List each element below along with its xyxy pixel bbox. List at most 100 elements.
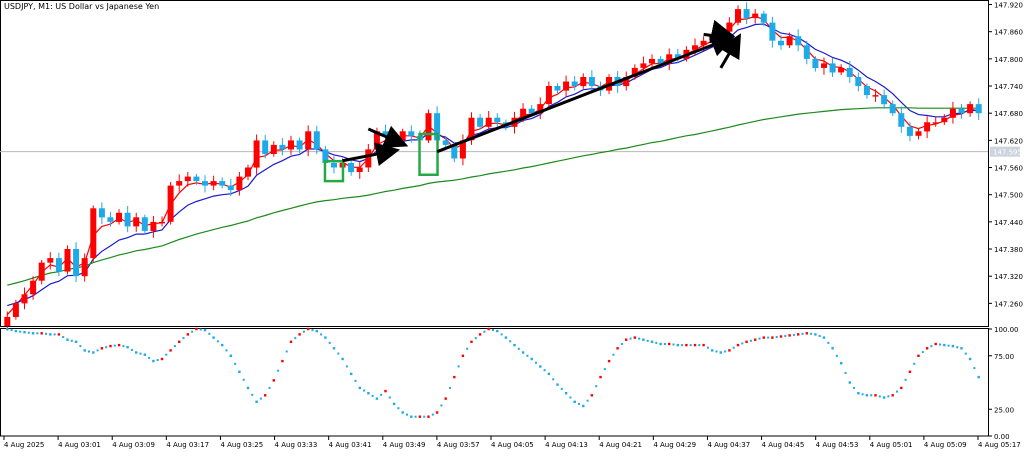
- oscillator-dot: [711, 349, 714, 352]
- candle: [425, 109, 432, 144]
- oscillator-dot: [535, 361, 537, 364]
- oscillator-dot: [92, 351, 95, 354]
- candle-body: [485, 117, 492, 127]
- candle-body: [649, 58, 655, 64]
- oscillator-dot: [736, 343, 740, 347]
- oscillator-dot: [934, 342, 937, 346]
- oscillator-dot: [139, 352, 142, 355]
- candle: [838, 64, 845, 76]
- oscillator-tick-label: 25.00: [994, 406, 1014, 414]
- time-tick-label: 4 Aug 05:17: [978, 441, 1021, 449]
- oscillator-dot: [113, 344, 116, 347]
- candle-body: [554, 86, 561, 91]
- candle: [288, 135, 294, 155]
- oscillator-tick-label: 75.00: [994, 353, 1014, 361]
- oscillator-dot: [685, 343, 688, 347]
- candle-body: [331, 163, 337, 168]
- candle: [313, 125, 320, 154]
- oscillator-dot: [590, 394, 594, 397]
- oscillator-dot: [285, 350, 288, 353]
- oscillator-dot: [749, 339, 752, 342]
- time-tick-label: 4 Aug 03:57: [437, 441, 480, 449]
- candle-body: [760, 13, 767, 23]
- highlight-box-1: [323, 159, 345, 183]
- candle-body: [803, 45, 810, 59]
- candle-body: [631, 67, 638, 77]
- oscillator-dot: [810, 332, 813, 335]
- oscillator-dot: [500, 333, 503, 336]
- candle: [537, 97, 544, 120]
- candle-body: [735, 9, 741, 23]
- candle-body: [4, 316, 11, 326]
- oscillator-dot: [792, 333, 795, 336]
- oscillator-dot: [173, 345, 176, 348]
- candle: [915, 128, 922, 140]
- oscillator-dot: [397, 407, 400, 410]
- oscillator-dot: [672, 343, 675, 346]
- time-axis: 4 Aug 2025 4 Aug 03:01 4 Aug 03:09 4 Aug 03…: [3, 436, 1021, 449]
- oscillator-dot: [169, 349, 172, 352]
- oscillator-dot: [521, 351, 525, 354]
- oscillator-dot: [453, 375, 456, 379]
- oscillator-dot: [186, 333, 189, 336]
- oscillator-dot: [234, 362, 237, 365]
- candle-body: [863, 86, 870, 96]
- oscillator-dot: [698, 344, 701, 347]
- candle: [4, 311, 11, 331]
- candle-body: [107, 217, 114, 222]
- oscillator-dot: [917, 354, 920, 357]
- candle-body: [322, 149, 329, 163]
- price-axis: 147.920 147.860 147.800 147.740 147.680 147.6…: [988, 2, 1023, 308]
- price-tick-label: 147.680: [994, 110, 1023, 118]
- oscillator-dot: [315, 329, 318, 333]
- candle-body: [726, 22, 733, 32]
- candle: [348, 160, 355, 176]
- candle: [38, 259, 45, 285]
- oscillator-dot: [216, 340, 219, 343]
- candle-body: [537, 104, 544, 114]
- candle-body: [202, 181, 208, 186]
- candle-body: [657, 58, 664, 64]
- candle: [219, 177, 226, 189]
- candle-body: [348, 163, 355, 173]
- candle: [623, 71, 630, 91]
- candle: [674, 48, 681, 64]
- oscillator-dot: [19, 330, 22, 333]
- oscillator-dot: [513, 343, 516, 347]
- candle: [821, 57, 827, 75]
- oscillator-dot: [822, 336, 826, 339]
- oscillator-dot: [573, 400, 576, 403]
- candle-body: [975, 104, 982, 114]
- candle: [176, 174, 183, 192]
- oscillator-dot: [70, 339, 73, 342]
- oscillator-dot: [191, 330, 194, 333]
- oscillator-dot: [913, 362, 916, 365]
- trend-arrow-4: [709, 19, 736, 44]
- candle-body: [915, 131, 922, 136]
- oscillator-dot: [470, 340, 473, 343]
- price-tick-label: 147.440: [994, 219, 1023, 227]
- candle-body: [932, 122, 939, 124]
- oscillator-dot: [891, 394, 894, 397]
- candle-body: [872, 95, 879, 97]
- candle: [588, 70, 595, 92]
- time-tick-label: 4 Aug 2025: [4, 441, 44, 449]
- time-tick-label: 4 Aug 04:45: [762, 441, 805, 449]
- oscillator-dot: [956, 346, 959, 349]
- chart-frame: [0, 0, 989, 437]
- oscillator-dot: [586, 399, 589, 402]
- candle: [245, 164, 251, 181]
- candle: [967, 101, 974, 117]
- oscillator-dot: [10, 329, 13, 332]
- time-tick-label: 4 Aug 05:01: [870, 441, 913, 449]
- candle: [30, 276, 37, 300]
- candle-body: [898, 113, 905, 127]
- time-tick-label: 4 Aug 04:37: [707, 441, 750, 449]
- candle: [159, 216, 165, 227]
- chart-title: USDJPY, M1: US Dollar vs Japanese Yen: [4, 2, 160, 11]
- oscillator-dot: [668, 342, 671, 346]
- oscillator-dot: [367, 392, 370, 395]
- price-tick-label: 147.800: [994, 56, 1023, 64]
